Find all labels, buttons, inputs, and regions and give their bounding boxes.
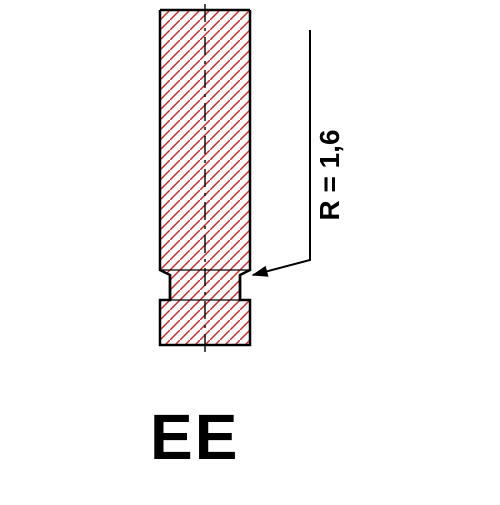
- technical-drawing: R = 1,6 EE: [0, 0, 500, 500]
- part-code-label: EE: [150, 400, 239, 474]
- radius-dimension-label: R = 1,6: [314, 129, 346, 220]
- valve-cross-section: [0, 0, 500, 500]
